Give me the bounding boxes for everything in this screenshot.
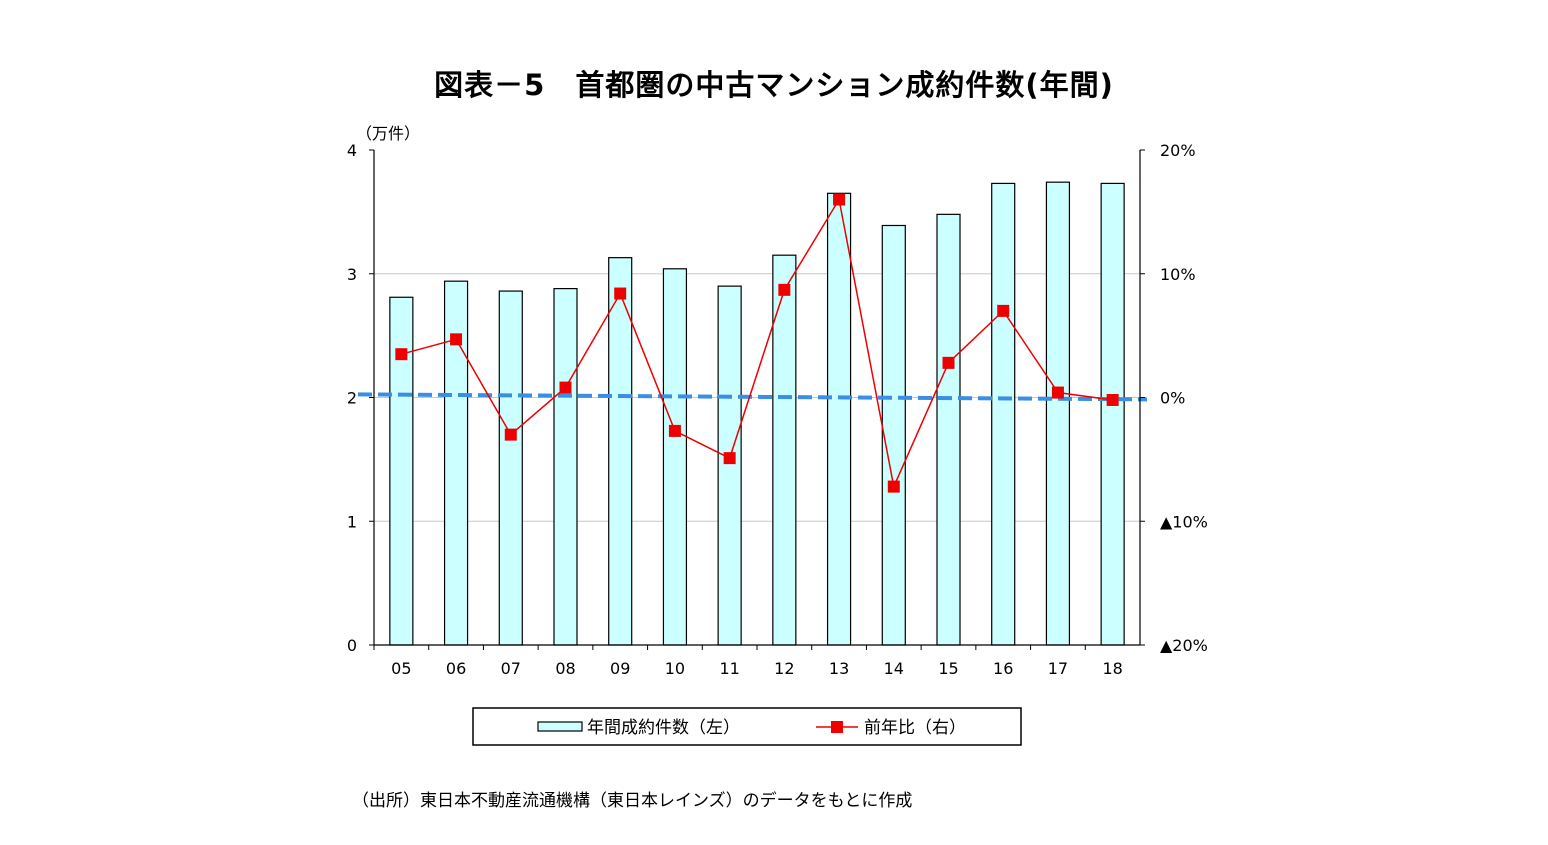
right-tick-label: 20% (1160, 141, 1196, 160)
bar (1100, 182, 1125, 646)
x-tick-label: 09 (610, 659, 630, 678)
right-tick-label: ▲20% (1160, 636, 1208, 655)
bar (662, 268, 688, 646)
yoy-point (614, 287, 627, 300)
x-tick-label: 13 (829, 659, 849, 678)
yoy-point (559, 381, 572, 394)
x-tick-label: 11 (719, 659, 739, 678)
yoy-point (504, 428, 517, 441)
yoy-point (997, 304, 1010, 317)
left-tick-label: 2 (347, 389, 357, 408)
bar (936, 213, 961, 646)
bar (826, 192, 852, 646)
bar (991, 182, 1016, 646)
x-tick-label: 12 (774, 659, 794, 678)
yoy-point (887, 480, 900, 493)
bar (553, 288, 578, 646)
left-tick-label: 0 (347, 636, 357, 655)
yoy-point (668, 424, 681, 437)
right-tick-label: 10% (1160, 265, 1196, 284)
bar (881, 224, 906, 646)
right-tick-label: ▲10% (1160, 512, 1208, 531)
x-tick-label: 16 (993, 659, 1013, 678)
x-tick-label: 17 (1048, 659, 1068, 678)
trend-line (357, 392, 1148, 402)
yoy-point (450, 333, 463, 346)
x-tick-label: 10 (665, 659, 685, 678)
left-tick-label: 1 (347, 512, 357, 531)
left-tick-label: 4 (347, 141, 357, 160)
x-tick-label: 18 (1102, 659, 1122, 678)
source-note: （出所）東日本不動産流通機構（東日本レインズ）のデータをもとに作成 (352, 791, 913, 811)
left-tick-label: 3 (347, 265, 357, 284)
x-tick-label: 15 (938, 659, 958, 678)
yoy-point (1051, 386, 1064, 399)
left-axis-unit: （万件） (356, 124, 420, 143)
yoy-point (395, 348, 408, 361)
yoy-line (401, 197, 1113, 490)
chart-title: 図表－5 首都圏の中古マンション成約件数(年間) (434, 68, 1114, 102)
x-tick-label: 05 (391, 659, 411, 678)
legend-label-bars: 年間成約件数（左） (587, 718, 740, 738)
right-tick-label: 0% (1160, 389, 1185, 408)
legend: 年間成約件数（左） 前年比（右） (472, 707, 1022, 746)
yoy-point (778, 283, 791, 296)
bar (1045, 181, 1071, 646)
bar (717, 285, 742, 646)
yoy-point (942, 356, 955, 369)
legend-swatch-bars (537, 721, 583, 732)
x-tick-label: 06 (446, 659, 466, 678)
yoy-point (833, 193, 846, 206)
legend-swatch-marker (831, 721, 843, 733)
bar (498, 290, 523, 646)
x-tick-label: 07 (501, 659, 521, 678)
legend-label-line: 前年比（右） (864, 718, 966, 738)
line-series (395, 193, 1119, 493)
bar-series (389, 181, 1125, 646)
trend-line-layer (357, 392, 1148, 402)
x-tick-label: 08 (555, 659, 575, 678)
yoy-point (1106, 393, 1119, 406)
yoy-point (723, 452, 736, 465)
x-tick-label: 14 (884, 659, 904, 678)
